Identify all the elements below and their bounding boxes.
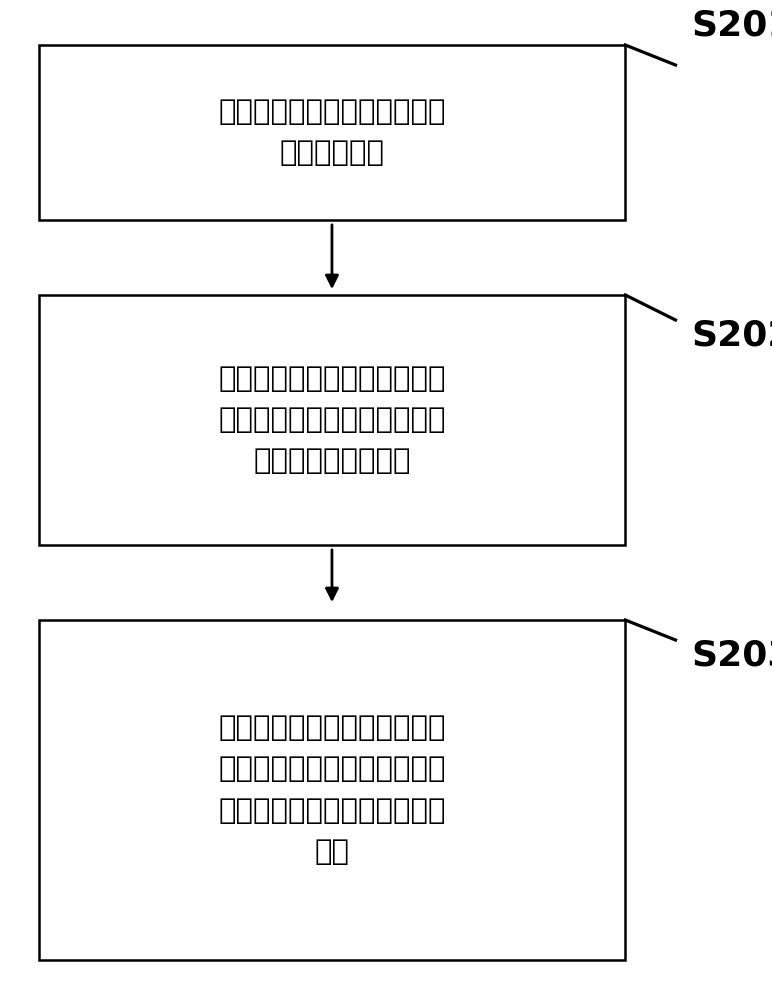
Text: 调取教室的课程表，并确定下
一节课程信息: 调取教室的课程表，并确定下 一节课程信息: [218, 98, 445, 167]
Text: S201: S201: [691, 8, 772, 42]
Bar: [39, 295, 625, 545]
Text: S203: S203: [691, 638, 772, 672]
Bar: [39, 620, 625, 960]
Text: S202: S202: [691, 318, 772, 352]
Bar: [39, 45, 625, 220]
Text: 在上课时检测学生状态，根据
学生状态修正所述空调器的运
行参数，并调整所述空调器的
运行: 在上课时检测学生状态，根据 学生状态修正所述空调器的运 行参数，并调整所述空调器…: [218, 714, 445, 866]
Text: 在上课前根据下一节课程信息
预设空调器的运行参数，并控
制所述空调器的运行: 在上课前根据下一节课程信息 预设空调器的运行参数，并控 制所述空调器的运行: [218, 365, 445, 475]
